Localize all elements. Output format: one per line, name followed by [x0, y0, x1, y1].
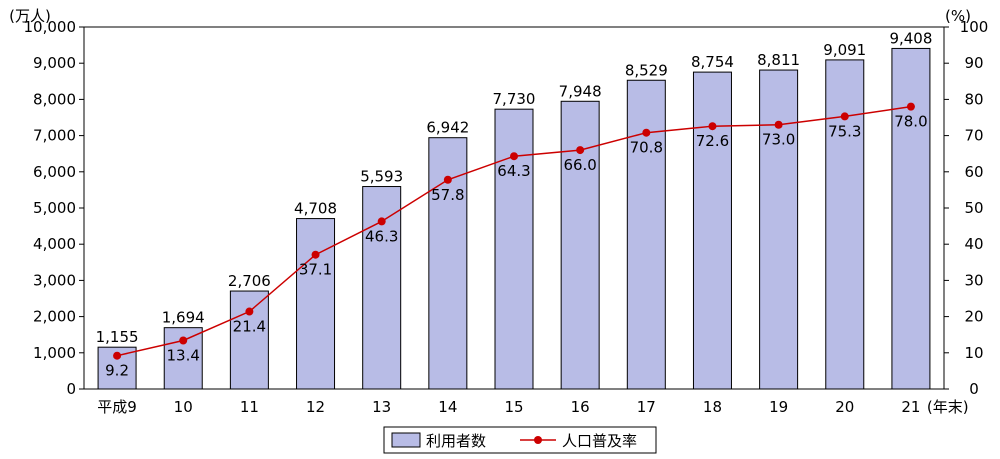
bar-label-10: 8,811 [757, 51, 800, 69]
rate-label-10: 73.0 [762, 131, 795, 149]
rate-point-4 [377, 217, 386, 226]
left-tick-label-4: 4,000 [33, 235, 76, 253]
bar-label-12: 9,408 [889, 29, 932, 47]
rate-label-8: 70.8 [630, 139, 663, 157]
rate-point-8 [642, 128, 651, 137]
rate-label-9: 72.6 [696, 132, 729, 150]
bar-2 [229, 290, 269, 390]
rate-label-7: 66.0 [563, 156, 596, 174]
left-tick-label-7: 7,000 [33, 127, 76, 145]
bar-label-4: 5,593 [360, 168, 403, 186]
x-tick-label-0: 平成9 [97, 398, 137, 416]
rate-point-11 [840, 112, 849, 121]
right-tick-label-3: 30 [964, 271, 983, 289]
rate-point-3 [311, 250, 320, 259]
rate-label-6: 64.3 [497, 162, 530, 180]
bar-label-8: 8,529 [625, 61, 668, 79]
bar-8 [626, 79, 666, 390]
right-tick-label-1: 10 [964, 344, 983, 362]
rate-point-9 [708, 122, 717, 131]
rate-point-2 [245, 307, 254, 316]
right-tick-label-4: 40 [964, 235, 983, 253]
bar-12 [891, 47, 931, 390]
bar-label-2: 2,706 [228, 272, 271, 290]
rate-label-1: 13.4 [167, 346, 200, 364]
right-tick-label-7: 70 [964, 127, 983, 145]
rate-label-2: 21.4 [233, 318, 266, 336]
right-tick-label-9: 90 [964, 54, 983, 72]
left-tick-label-0: 0 [66, 380, 76, 398]
right-tick-label-6: 60 [964, 163, 983, 181]
rate-point-10 [774, 120, 783, 129]
bar-label-0: 1,155 [96, 328, 139, 346]
left-tick-label-9: 9,000 [33, 54, 76, 72]
right-tick-label-10: 100 [960, 18, 989, 36]
legend-bar-swatch [391, 432, 421, 448]
rate-point-6 [510, 152, 518, 161]
legend-line-label: 人口普及率 [562, 432, 637, 450]
rate-label-12: 78.0 [894, 113, 927, 131]
x-tick-label-10: 19 [769, 398, 788, 416]
bar-label-11: 9,091 [823, 41, 866, 59]
rate-point-12 [906, 102, 915, 111]
x-tick-label-5: 14 [438, 398, 457, 416]
left-tick-label-2: 2,000 [33, 308, 76, 326]
right-tick-label-2: 20 [964, 308, 983, 326]
right-tick-label-5: 50 [964, 199, 983, 217]
bar-label-3: 4,708 [294, 200, 337, 218]
rate-label-5: 57.8 [431, 186, 464, 204]
rate-point-5 [443, 175, 452, 184]
bar-4 [362, 186, 402, 390]
x-tick-label-1: 10 [174, 398, 193, 416]
bar-label-1: 1,694 [162, 309, 205, 327]
rate-point-7 [576, 146, 585, 155]
x-tick-label-7: 16 [571, 398, 590, 416]
x-tick-label-3: 12 [306, 398, 325, 416]
bar-label-6: 7,730 [493, 90, 536, 108]
left-tick-label-3: 3,000 [33, 271, 76, 289]
bar-7 [560, 100, 600, 390]
bar-label-5: 6,942 [426, 119, 469, 137]
x-axis-suffix: (年末) [927, 398, 969, 416]
bar-10 [759, 69, 799, 390]
legend-line-marker [534, 436, 542, 444]
x-tick-label-9: 18 [703, 398, 722, 416]
left-tick-label-6: 6,000 [33, 163, 76, 181]
x-tick-label-11: 20 [835, 398, 854, 416]
right-tick-label-0: 0 [969, 380, 979, 398]
x-tick-label-12: 21 [901, 398, 920, 416]
bar-11 [825, 59, 865, 390]
rate-label-3: 37.1 [299, 261, 332, 279]
rate-label-4: 46.3 [365, 227, 398, 245]
x-tick-label-2: 11 [240, 398, 259, 416]
bar-label-9: 8,754 [691, 53, 734, 71]
left-tick-label-10: 10,000 [24, 18, 77, 36]
left-tick-label-1: 1,000 [33, 344, 76, 362]
bar-9 [692, 71, 732, 390]
right-axis-unit: (%) [945, 7, 971, 25]
rate-label-11: 75.3 [828, 122, 861, 140]
rate-point-1 [179, 336, 188, 345]
rate-label-0: 9.2 [105, 362, 129, 380]
bar-label-7: 7,948 [559, 82, 602, 100]
x-tick-label-4: 13 [372, 398, 391, 416]
bar-3 [296, 218, 336, 390]
rate-point-0 [113, 351, 122, 360]
legend-bar-label: 利用者数 [426, 432, 486, 450]
left-tick-label-8: 8,000 [33, 90, 76, 108]
right-tick-label-8: 80 [964, 90, 983, 108]
bar-6 [494, 108, 534, 390]
x-tick-label-6: 15 [504, 398, 523, 416]
left-tick-label-5: 5,000 [33, 199, 76, 217]
left-axis-unit: (万人) [9, 7, 51, 25]
x-tick-label-8: 17 [637, 398, 656, 416]
